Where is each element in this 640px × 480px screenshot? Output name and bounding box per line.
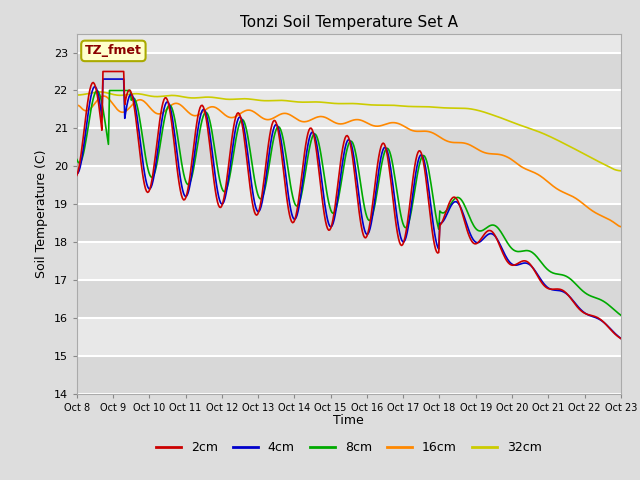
16cm xyxy=(617,224,625,229)
8cm xyxy=(520,248,527,254)
16cm xyxy=(398,122,406,128)
Bar xyxy=(77,90,621,128)
16cm xyxy=(369,122,376,128)
4cm xyxy=(398,237,406,243)
Y-axis label: Soil Temperature (C): Soil Temperature (C) xyxy=(35,149,48,278)
2cm xyxy=(520,258,527,264)
4cm xyxy=(369,215,376,220)
8cm xyxy=(605,302,612,308)
Bar xyxy=(77,166,621,204)
8cm xyxy=(73,156,81,162)
Bar xyxy=(77,52,621,90)
8cm xyxy=(369,213,376,219)
Legend: 2cm, 4cm, 8cm, 16cm, 32cm: 2cm, 4cm, 8cm, 16cm, 32cm xyxy=(151,436,547,459)
4cm xyxy=(617,336,625,341)
2cm xyxy=(369,204,376,210)
8cm xyxy=(106,87,113,93)
Line: 2cm: 2cm xyxy=(77,72,621,338)
Line: 16cm: 16cm xyxy=(77,96,621,227)
32cm xyxy=(73,92,81,98)
32cm xyxy=(332,101,340,107)
4cm xyxy=(332,205,340,211)
32cm xyxy=(369,102,376,108)
32cm xyxy=(617,168,625,174)
32cm xyxy=(605,164,612,170)
4cm xyxy=(605,324,612,330)
Bar xyxy=(77,204,621,242)
32cm xyxy=(336,101,344,107)
16cm xyxy=(332,120,340,126)
Line: 8cm: 8cm xyxy=(77,90,621,315)
2cm xyxy=(99,69,107,74)
8cm xyxy=(332,205,340,211)
8cm xyxy=(336,190,344,195)
16cm xyxy=(100,93,108,99)
X-axis label: Time: Time xyxy=(333,414,364,427)
32cm xyxy=(398,103,406,109)
Text: TZ_fmet: TZ_fmet xyxy=(85,44,142,58)
2cm xyxy=(73,172,81,178)
16cm xyxy=(73,102,81,108)
2cm xyxy=(336,168,344,173)
2cm xyxy=(605,324,612,330)
2cm xyxy=(398,242,406,248)
8cm xyxy=(617,312,625,318)
Line: 32cm: 32cm xyxy=(77,92,621,171)
2cm xyxy=(332,194,340,200)
32cm xyxy=(96,89,104,95)
Title: Tonzi Soil Temperature Set A: Tonzi Soil Temperature Set A xyxy=(240,15,458,30)
32cm xyxy=(520,123,527,129)
2cm xyxy=(617,336,625,341)
8cm xyxy=(398,216,406,222)
16cm xyxy=(520,165,527,171)
Bar xyxy=(77,356,621,394)
Bar xyxy=(77,318,621,356)
Bar xyxy=(77,242,621,280)
Bar xyxy=(77,128,621,166)
Bar xyxy=(77,280,621,318)
16cm xyxy=(605,216,612,222)
16cm xyxy=(336,121,344,127)
4cm xyxy=(73,171,81,177)
Line: 4cm: 4cm xyxy=(77,79,621,338)
4cm xyxy=(99,76,107,82)
4cm xyxy=(520,260,527,266)
4cm xyxy=(336,182,344,188)
